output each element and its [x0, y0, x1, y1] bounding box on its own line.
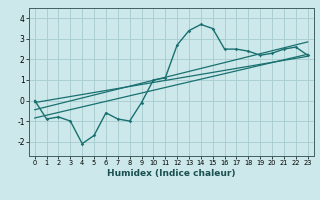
X-axis label: Humidex (Indice chaleur): Humidex (Indice chaleur): [107, 169, 236, 178]
